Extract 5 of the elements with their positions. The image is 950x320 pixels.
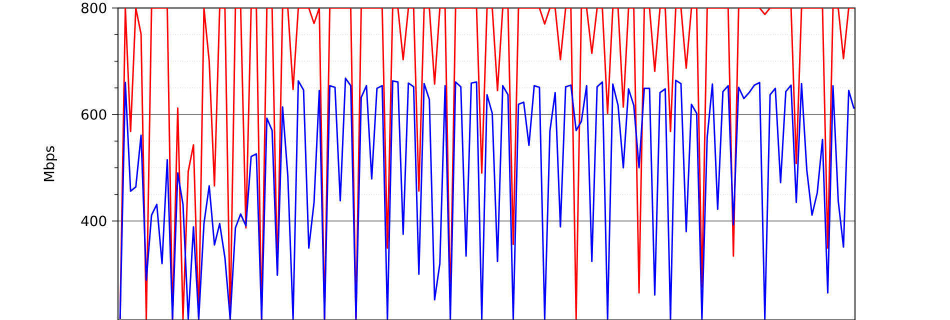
y-tick-label: 400 <box>81 216 106 226</box>
y-tick-label: 600 <box>82 109 106 120</box>
y-axis-title: Mbps <box>44 146 58 182</box>
line-series <box>119 78 855 320</box>
y-tick-label: 800 <box>81 2 106 14</box>
